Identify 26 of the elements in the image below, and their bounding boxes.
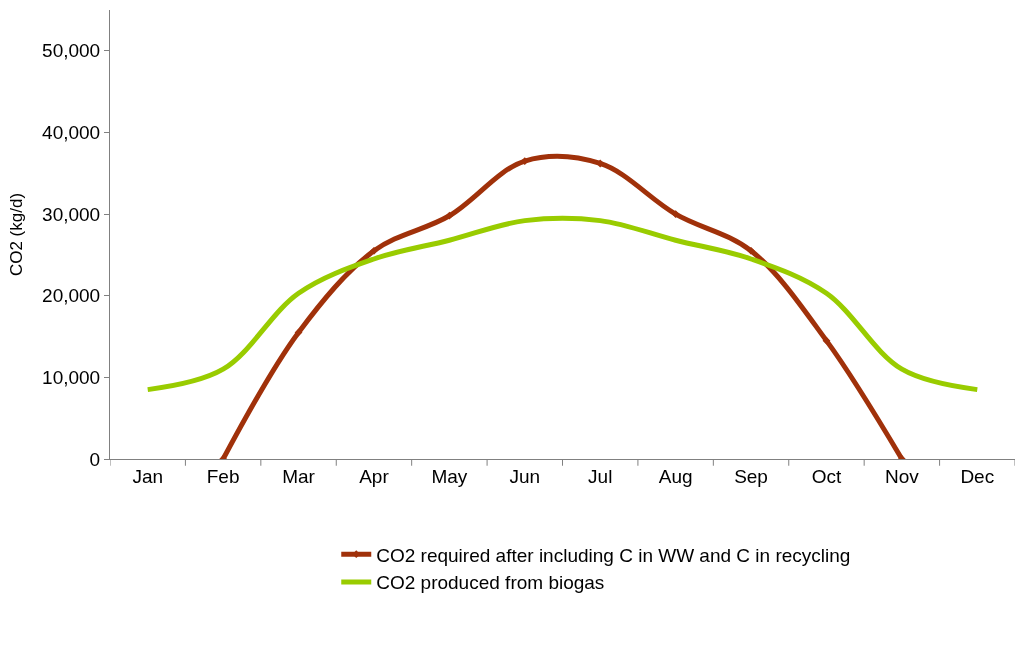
x-tick-label: Aug bbox=[658, 465, 693, 487]
legend-label: CO2 produced from biogas bbox=[376, 572, 605, 594]
point bbox=[671, 210, 680, 218]
x-tick-label: Apr bbox=[359, 465, 390, 487]
y-tick-label: 20,000 bbox=[42, 285, 101, 307]
x-tick-label: Jan bbox=[132, 465, 164, 487]
point bbox=[445, 211, 454, 220]
x-tick-label: Dec bbox=[960, 465, 995, 487]
x-tick-label: Jul bbox=[588, 465, 613, 487]
point bbox=[370, 246, 378, 255]
y-tick-label: 40,000 bbox=[42, 122, 101, 144]
x-tick-label: Sep bbox=[734, 465, 768, 487]
x-tick-label: May bbox=[431, 465, 468, 487]
x-tick-label: Nov bbox=[884, 465, 920, 487]
legend-label: CO2 required after including C in WW and C in recycling bbox=[376, 544, 851, 566]
y-axis-title: CO2 (kg/d) bbox=[6, 192, 26, 277]
x-tick-label: Oct bbox=[811, 465, 842, 487]
x-tick-label: Feb bbox=[206, 465, 240, 487]
y-tick-label: 50,000 bbox=[42, 40, 101, 62]
x-tick-label: Jun bbox=[509, 465, 541, 487]
point bbox=[747, 246, 755, 255]
point bbox=[822, 336, 831, 345]
y-tick-label: 10,000 bbox=[42, 367, 101, 389]
y-tick-label: 0 bbox=[89, 448, 101, 470]
y-tick-label: 30,000 bbox=[42, 203, 101, 225]
x-tick-label: Mar bbox=[282, 465, 316, 487]
